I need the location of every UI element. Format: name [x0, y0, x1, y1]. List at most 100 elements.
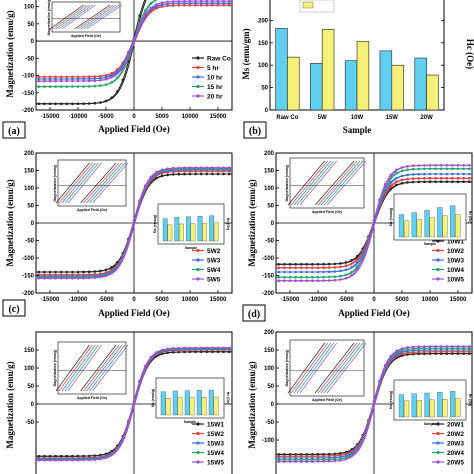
series-point-10-hr [222, 1, 225, 5]
inset-bar-y2-label: Hc (Oe) [468, 394, 472, 406]
series-point-10w5 [327, 279, 331, 282]
series-point-20w3 [288, 456, 292, 460]
legend-entry-20w3: 20W3 [447, 440, 464, 447]
series-point-10w5 [411, 164, 415, 167]
series-point-15w5 [43, 458, 46, 462]
series-point-20w3 [316, 456, 320, 460]
series-point-20w4 [333, 457, 337, 461]
series-point-20-hr [99, 78, 102, 82]
inset-zoom-curve [314, 160, 355, 206]
series-point-10w1 [344, 261, 348, 264]
series-line-20-hr [36, 0, 232, 82]
inset-zoom-curve [92, 162, 129, 204]
series-point-10w1 [428, 180, 432, 183]
series-point-15w1 [54, 454, 57, 458]
y-tick-label: 0 [31, 402, 35, 408]
series-point-raw-co [37, 102, 41, 106]
series-point-5w5 [82, 276, 85, 280]
series-point-10w5 [311, 279, 314, 283]
series-point-20w2 [428, 350, 432, 354]
inset-bar-ms [424, 392, 430, 418]
series-point-10-hr [99, 76, 102, 80]
series-point-10w5 [294, 279, 297, 283]
series-point-20w2 [434, 350, 437, 354]
series-point-20w2 [288, 454, 292, 458]
series-point-10w1 [411, 180, 415, 184]
series-point-20w3 [283, 456, 286, 460]
series-point-20w5 [445, 345, 449, 348]
series-point-10w1 [333, 262, 337, 266]
series-point-5-hr [37, 75, 41, 79]
series-point-15w5 [76, 458, 80, 462]
series-point-10-hr [37, 77, 41, 81]
series-point-10w3 [316, 270, 320, 274]
series-point-10w2 [339, 265, 342, 269]
y-tick-label: 200 [24, 151, 35, 157]
y-tick-label: -150 [262, 274, 275, 280]
series-point-20w5 [361, 438, 365, 441]
inset-zoom-curve [323, 160, 364, 206]
plot-area [36, 153, 232, 293]
series-point-20-hr [54, 79, 57, 83]
series-point-20-hr [37, 79, 41, 83]
series-point-5w1 [188, 172, 192, 176]
series-point-15w5 [166, 347, 169, 351]
series-point-10w4 [400, 169, 404, 173]
series-point-5w5 [87, 276, 91, 280]
y-tick-label: 0 [265, 108, 269, 114]
series-point-20w1 [322, 453, 325, 456]
series-point-15w5 [115, 447, 119, 451]
x-tick-label: 15000 [210, 114, 227, 120]
series-point-10w5 [283, 279, 286, 283]
series-point-10w5 [445, 164, 449, 167]
series-point-20w2 [311, 454, 314, 458]
series-point-20-hr [48, 79, 52, 83]
series-point-10-hr [43, 77, 46, 81]
series-point-5w5 [54, 277, 57, 280]
legend-swatch-marker [196, 75, 200, 79]
inset-zoom-curve [89, 344, 126, 392]
series-point-10w2 [311, 266, 314, 270]
inset-zoom-curve [317, 342, 358, 394]
series-point-10-hr [71, 77, 74, 81]
series-point-15w5 [71, 458, 74, 462]
series-point-15-hr [87, 85, 91, 88]
inset-bar-hc [179, 223, 184, 242]
series-point-raw-co [115, 90, 119, 93]
series-point-15-hr [48, 85, 52, 88]
series-point-10w1 [434, 180, 437, 183]
series-point-10w5 [451, 164, 454, 167]
series-point-raw-co [54, 102, 57, 106]
legend-swatch-marker [436, 450, 440, 455]
series-point-10-hr [76, 77, 80, 81]
series-point-15w1 [65, 454, 69, 458]
panel-d-tag-box [242, 304, 266, 322]
series-point-5-hr [54, 75, 57, 79]
series-point-5-hr [211, 3, 214, 7]
series-point-10w4 [277, 275, 281, 279]
series-point-10w3 [355, 261, 359, 264]
series-point-20w4 [417, 347, 421, 350]
series-point-20w2 [417, 350, 421, 354]
y-tick-label: 100 [24, 366, 35, 372]
category-label: 10W [351, 115, 364, 121]
series-point-20w5 [378, 379, 381, 382]
legend-entry-15w5: 15W5 [207, 459, 224, 466]
inset-bar-hc [442, 398, 448, 418]
series-point-5w1 [199, 172, 203, 176]
series-point-20-hr [138, 24, 141, 27]
y-tick-label: -100 [262, 438, 275, 444]
series-point-raw-co [82, 102, 85, 105]
series-point-15w1 [211, 350, 214, 354]
series-point-20w1 [456, 352, 460, 355]
series-point-5w1 [93, 270, 97, 273]
series-point-5w5 [37, 277, 41, 280]
bar-hc [287, 56, 300, 111]
series-point-20w2 [305, 454, 309, 458]
series-point-raw-co [43, 102, 46, 106]
series-point-20w5 [277, 460, 281, 463]
series-point-20w5 [406, 346, 409, 349]
series-point-20w1 [288, 453, 292, 456]
series-point-20-hr [143, 13, 147, 16]
series-point-15w5 [127, 421, 130, 424]
